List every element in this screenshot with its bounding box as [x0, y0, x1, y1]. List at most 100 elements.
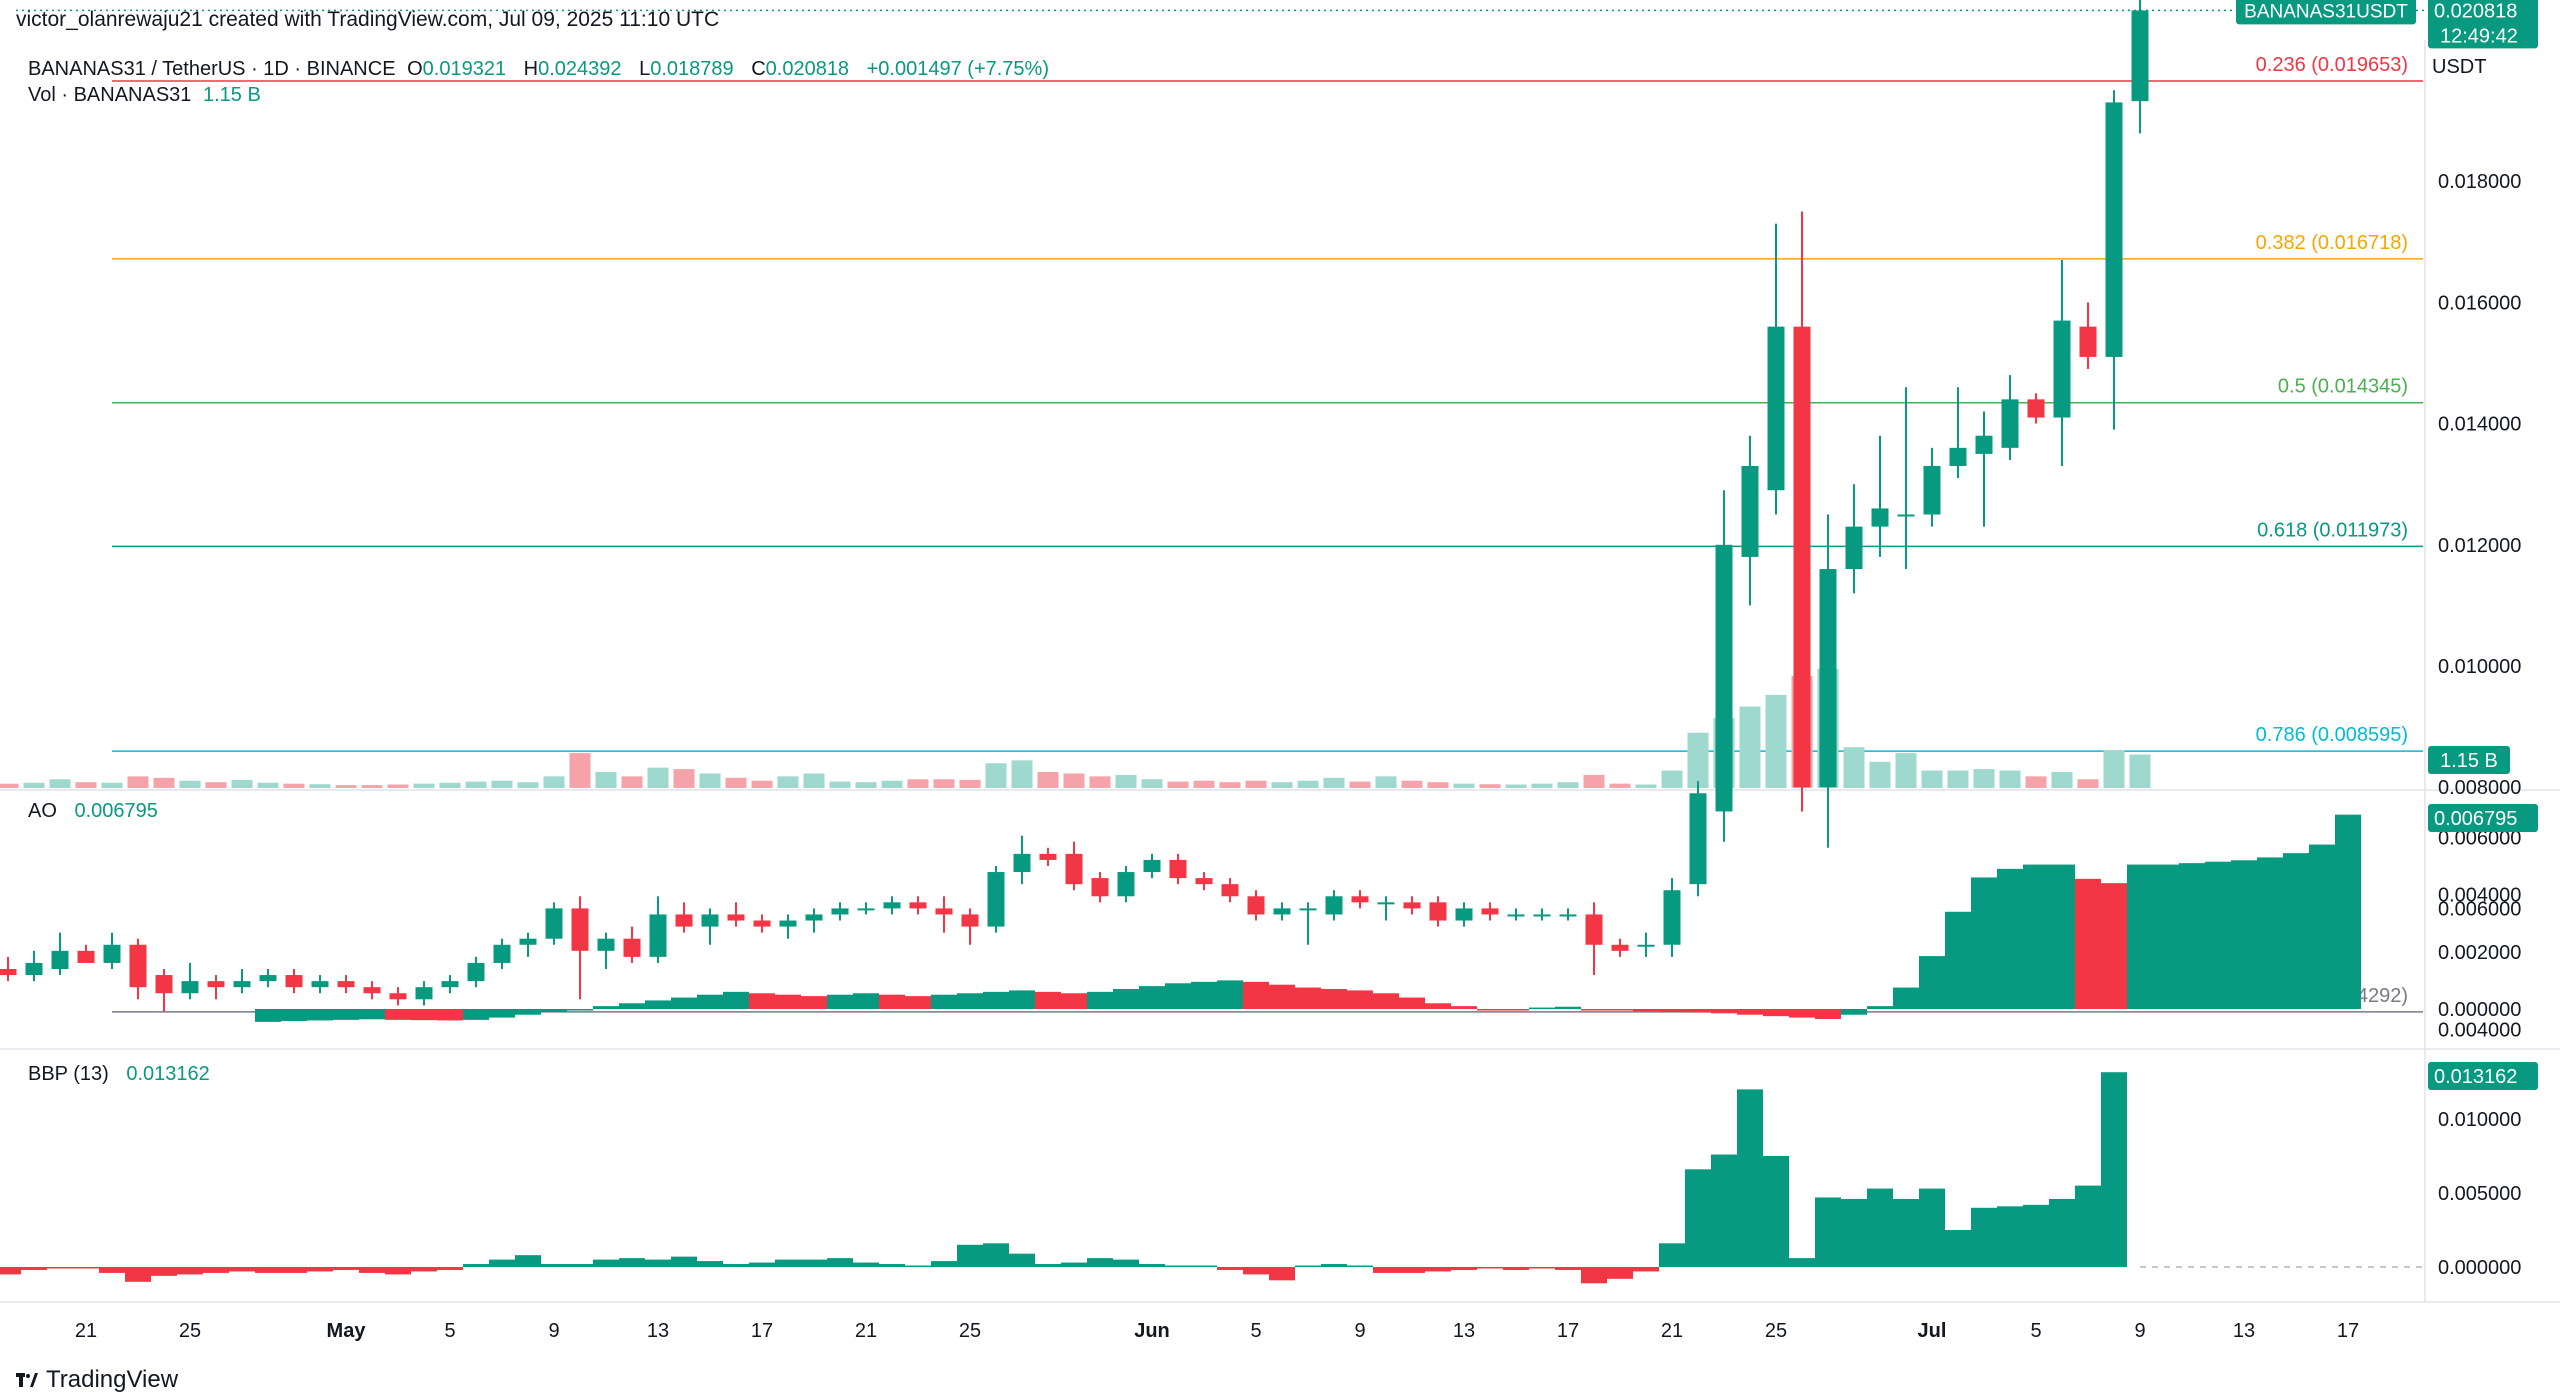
candle-body[interactable]	[831, 908, 849, 915]
candle-body[interactable]	[0, 969, 17, 976]
candle-body[interactable]	[1793, 326, 1811, 788]
ao-bar	[2127, 864, 2153, 1009]
candle-body[interactable]	[2105, 102, 2123, 357]
candle-body[interactable]	[25, 962, 43, 976]
candle-body[interactable]	[1117, 872, 1135, 897]
candle-body[interactable]	[103, 944, 121, 963]
candle-body[interactable]	[337, 981, 355, 988]
candle-body[interactable]	[1247, 896, 1265, 915]
candle-body[interactable]	[51, 950, 69, 969]
candle-body[interactable]	[1611, 944, 1629, 951]
candle-body[interactable]	[2131, 10, 2149, 102]
candle-body[interactable]	[1013, 853, 1031, 873]
volume-bar	[127, 776, 149, 788]
candle-body[interactable]	[1663, 890, 1681, 945]
candle-body[interactable]	[1169, 859, 1187, 879]
candle-body[interactable]	[1429, 902, 1447, 921]
candle-body[interactable]	[1767, 326, 1785, 491]
candle-body[interactable]	[1533, 914, 1551, 917]
volume-tag[interactable]: 1.15 B	[2428, 746, 2510, 774]
candle-body[interactable]	[1819, 569, 1837, 788]
candle-body[interactable]	[1975, 435, 1993, 454]
candle-body[interactable]	[389, 993, 407, 1000]
candle-body[interactable]	[2001, 399, 2019, 448]
candle-body[interactable]	[1143, 859, 1161, 873]
candle-body[interactable]	[597, 938, 615, 951]
candle-body[interactable]	[675, 914, 693, 927]
candle-body[interactable]	[1637, 944, 1655, 947]
volume-label[interactable]: Vol · BANANAS31	[28, 84, 192, 106]
candle-body[interactable]	[441, 981, 459, 988]
candle-body[interactable]	[1507, 914, 1525, 917]
candle-body[interactable]	[1299, 908, 1317, 911]
candle-body[interactable]	[155, 975, 173, 994]
candle-body[interactable]	[1221, 884, 1239, 897]
candle-body[interactable]	[2053, 320, 2071, 418]
candle-body[interactable]	[935, 908, 953, 915]
candle-body[interactable]	[233, 981, 251, 988]
candle-body[interactable]	[311, 981, 329, 988]
candle-body[interactable]	[493, 944, 511, 963]
candle-body[interactable]	[545, 908, 563, 939]
candle-body[interactable]	[753, 920, 771, 927]
candle-body[interactable]	[987, 872, 1005, 927]
candle-body[interactable]	[1273, 908, 1291, 915]
candle-body[interactable]	[701, 914, 719, 927]
candle-body[interactable]	[1585, 914, 1603, 945]
candle-body[interactable]	[1039, 853, 1057, 860]
candle-body[interactable]	[519, 938, 537, 945]
candle-body[interactable]	[779, 920, 797, 927]
ao-value-tag[interactable]: 0.006795	[2428, 804, 2538, 832]
candle-body[interactable]	[727, 914, 745, 921]
candle-body[interactable]	[415, 987, 433, 1000]
candle-body[interactable]	[285, 975, 303, 988]
candle-body[interactable]	[181, 981, 199, 994]
candle-body[interactable]	[1351, 896, 1369, 903]
candle-body[interactable]	[623, 938, 641, 957]
candle-body[interactable]	[1325, 896, 1343, 915]
symbol-price-tag[interactable]: BANANAS31USDT	[2236, 0, 2416, 25]
candle-body[interactable]	[883, 902, 901, 909]
candle-body[interactable]	[909, 902, 927, 909]
candle-body[interactable]	[1455, 908, 1473, 921]
candle-body[interactable]	[1741, 466, 1759, 557]
candle-body[interactable]	[857, 908, 875, 911]
tradingview-branding[interactable]: TradingView	[16, 1366, 178, 1394]
candle-body[interactable]	[1195, 878, 1213, 885]
candle-body[interactable]	[363, 987, 381, 994]
candle-body[interactable]	[1481, 908, 1499, 915]
symbol-title[interactable]: BANANAS31 / TetherUS · 1D · BINANCE	[28, 58, 396, 80]
candle-body[interactable]	[1897, 514, 1915, 517]
candle-body[interactable]	[2079, 326, 2097, 357]
candle-body[interactable]	[2027, 399, 2045, 418]
candle-body[interactable]	[1871, 508, 1889, 527]
currency-button[interactable]: USDT	[2432, 56, 2487, 78]
candle-body[interactable]	[1403, 902, 1421, 909]
candle-body[interactable]	[207, 981, 225, 988]
bbp-label[interactable]: BBP (13)	[28, 1063, 109, 1085]
candle-body[interactable]	[77, 950, 95, 963]
candle-body[interactable]	[1689, 793, 1707, 885]
candle-body[interactable]	[1065, 853, 1083, 885]
candle-body[interactable]	[1949, 447, 1967, 467]
last-price-tag[interactable]: 0.020818 12:49:42	[2428, 0, 2538, 49]
candle-body[interactable]	[571, 908, 589, 951]
bbp-value-tag[interactable]: 0.013162	[2428, 1062, 2538, 1090]
ao-bar	[1893, 987, 1919, 1009]
candle-body[interactable]	[805, 914, 823, 921]
bbp-bar	[957, 1244, 983, 1267]
candle-body[interactable]	[1377, 902, 1395, 905]
candle-body[interactable]	[1715, 544, 1733, 812]
candle-body[interactable]	[1559, 914, 1577, 917]
candle-body[interactable]	[259, 975, 277, 982]
bbp-bar	[1295, 1265, 1321, 1268]
ao-label[interactable]: AO	[28, 800, 57, 822]
candle-body[interactable]	[1923, 466, 1941, 515]
candle-body[interactable]	[649, 914, 667, 957]
candle-body[interactable]	[467, 962, 485, 982]
candle-body[interactable]	[129, 944, 147, 988]
candle-body[interactable]	[1845, 526, 1863, 570]
candle-body[interactable]	[1091, 878, 1109, 897]
candle-body[interactable]	[961, 914, 979, 927]
